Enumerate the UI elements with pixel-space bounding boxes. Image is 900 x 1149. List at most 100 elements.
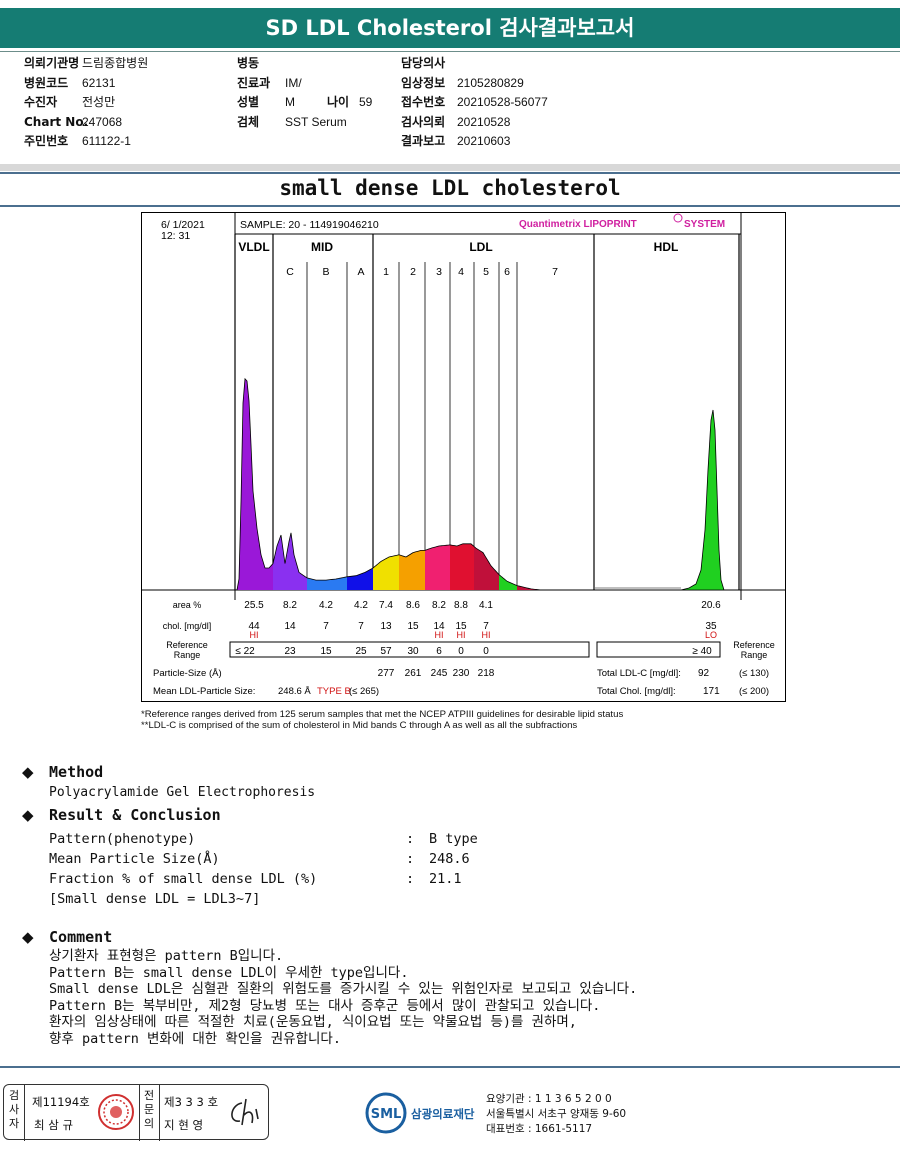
chol-value: 14 xyxy=(433,621,445,632)
org-info: 요양기관 : 1 1 3 6 5 2 0 0 서울특별시 서초구 양재동 9-6… xyxy=(486,1092,626,1137)
specialist-label: 전문의 xyxy=(143,1089,155,1130)
signature-box: 검사자 제11194호 최 삼 규 전문의 제3 3 3 호 지 현 영 xyxy=(3,1084,269,1141)
particle-size-value: 218 xyxy=(478,668,495,679)
reference-range-value: 0 xyxy=(458,646,464,657)
chol-value: 7 xyxy=(483,621,489,632)
reference-range-value: ≥ 40 xyxy=(692,646,712,657)
info-row-report-date: 결과보고 20210603 xyxy=(401,134,511,148)
mean-size-range: (≤ 265) xyxy=(349,686,379,697)
section-gray-band xyxy=(0,164,900,171)
header-divider xyxy=(0,51,900,52)
method-heading: ◆ Method xyxy=(22,763,104,781)
comment-line: 환자의 임상상태에 따른 적절한 치료(운동요법, 식이요법 또는 약물요법 등… xyxy=(49,1014,577,1030)
band-label: 6 xyxy=(504,266,510,278)
registered-mark-icon xyxy=(673,213,683,223)
diamond-bullet-icon: ◆ xyxy=(22,763,34,781)
comment-text: 상기환자 표현형은 pattern B입니다. Pattern B는 small… xyxy=(49,948,637,1047)
band-area-segment xyxy=(425,544,450,590)
row-label-area: area % xyxy=(173,600,202,610)
inspector-license-no: 제11194호 xyxy=(32,1095,90,1109)
reference-range-value: 0 xyxy=(483,646,489,657)
chol-flag: HI xyxy=(435,630,444,640)
chart-title-divider xyxy=(0,205,900,207)
chol-flag: LO xyxy=(705,630,717,640)
total-ldl-range: (≤ 130) xyxy=(739,668,769,679)
area-percent-value: 8.6 xyxy=(406,600,420,611)
area-percent-value: 25.5 xyxy=(244,600,264,611)
band-label: B xyxy=(322,266,329,278)
area-percent-value: 7.4 xyxy=(379,600,393,611)
specialist-signature xyxy=(231,1098,259,1126)
total-chol-value: 171 xyxy=(703,686,720,697)
chart-title: small dense LDL cholesterol xyxy=(279,176,621,200)
row-label-ref-right: Range xyxy=(741,650,768,660)
comment-heading: ◆ Comment xyxy=(22,928,113,946)
reference-range-value: 57 xyxy=(380,646,392,657)
chart-frame xyxy=(141,212,786,702)
band-label: 3 xyxy=(436,266,442,278)
band-area-segment xyxy=(307,576,347,590)
total-chol-range: (≤ 200) xyxy=(739,686,769,697)
band-area-segment xyxy=(450,543,474,590)
comment-line: Pattern B는 small dense LDL이 우세한 type입니다. xyxy=(49,964,409,981)
particle-size-value: 245 xyxy=(431,668,448,679)
info-row-doctor: 담당의사 xyxy=(401,56,446,70)
mean-particle-size-value: 248.6 Å xyxy=(278,686,311,697)
info-row-request-date: 검사의뢰 20210528 xyxy=(401,114,511,129)
inspector-label: 검사자 xyxy=(8,1089,20,1130)
row-label-ref: Reference xyxy=(166,640,208,650)
info-row-clinical: 임상정보 2105280829 xyxy=(401,75,524,90)
area-percent-value: 4.2 xyxy=(319,600,333,611)
reference-range-value: 25 xyxy=(355,646,367,657)
chol-value: 35 xyxy=(705,621,717,632)
footnote-ldlc: **LDL-C is comprised of the sum of chole… xyxy=(141,720,578,731)
area-percent-value: 8.8 xyxy=(454,600,468,611)
org-address: 서울특별시 서초구 양재동 9-60 xyxy=(486,1108,627,1120)
chart-sample-id: SAMPLE: 20 - 114919046210 xyxy=(240,219,379,231)
densitometry-curve xyxy=(236,377,542,591)
particle-size-value: 230 xyxy=(453,668,470,679)
info-row-hospital: 의뢰기관명 드림종합병원 xyxy=(24,56,149,70)
band-label: 5 xyxy=(483,266,489,278)
band-group-label: MID xyxy=(311,240,333,254)
chol-value: 13 xyxy=(380,621,392,632)
reference-range-value: 30 xyxy=(407,646,419,657)
org-phone: 대표번호 : 1661-5117 xyxy=(486,1123,593,1135)
band-group-label: HDL xyxy=(654,240,679,254)
area-percent-value: 8.2 xyxy=(283,600,297,611)
chart-footnotes: *Reference ranges derived from 125 serum… xyxy=(141,709,623,731)
diamond-bullet-icon: ◆ xyxy=(22,928,34,946)
info-row-specimen: 검체 SST Serum xyxy=(237,114,347,129)
chol-flag: HI xyxy=(457,630,466,640)
band-area-segment xyxy=(273,532,307,590)
row-label-mean-size: Mean LDL-Particle Size: xyxy=(153,686,255,697)
area-percent-value: 4.2 xyxy=(354,600,368,611)
band-area-segment xyxy=(517,585,541,590)
info-row-patient: 수진자 전성만 xyxy=(24,95,116,109)
total-ldl-value: 92 xyxy=(698,668,710,679)
chol-value: 14 xyxy=(284,621,296,632)
row-label-chol: chol. [mg/dl] xyxy=(163,621,212,631)
band-group-label: VLDL xyxy=(238,240,269,254)
band-label: C xyxy=(286,266,294,278)
area-percent-value: 8.2 xyxy=(432,600,446,611)
info-row-receipt-no: 접수번호 20210528-56077 xyxy=(401,95,548,109)
org-code: 요양기관 : 1 1 3 6 5 2 0 0 xyxy=(486,1093,612,1105)
comment-line: 상기환자 표현형은 pattern B입니다. xyxy=(49,948,284,964)
band-label: 7 xyxy=(552,266,558,278)
comment-line: 향후 pattern 변화에 대한 확인을 권유합니다. xyxy=(49,1030,341,1047)
row-label-particle-size: Particle-Size (Å) xyxy=(153,668,222,679)
method-text: Polyacrylamide Gel Electrophoresis xyxy=(49,785,316,800)
lipoprint-chart: 6/ 1/2021 12: 31 SAMPLE: 20 - 114919046210… xyxy=(141,212,786,702)
chart-brand-suffix: SYSTEM xyxy=(684,219,725,230)
pattern-type-label: TYPE B xyxy=(317,686,351,697)
inspector-name: 최 삼 규 xyxy=(34,1118,74,1132)
info-row-hospital-code: 병원코드 62131 xyxy=(24,75,116,90)
comment-line: Small dense LDL은 심혈관 질환의 위험도를 증가시킬 수 있는 … xyxy=(49,981,638,997)
chol-flag: HI xyxy=(250,630,259,640)
svg-text:SML: SML xyxy=(371,1107,402,1122)
reference-range-box-hdl xyxy=(596,641,721,658)
reference-range-value: 6 xyxy=(436,646,442,657)
info-row-department: 진료과 IM/ xyxy=(237,75,302,90)
